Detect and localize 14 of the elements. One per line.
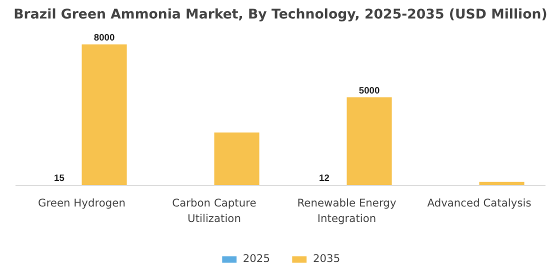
data-label: 15 [54,173,64,184]
data-label: 12 [319,173,330,184]
legend-label: 2035 [313,252,340,265]
x-tick-label: Green Hydrogen [38,196,126,210]
x-tick-label: Renewable Energy Integration [297,196,396,225]
x-tick-label: Carbon Capture Utilization [172,196,256,225]
x-tick-label: Advanced Catalysis [427,196,532,210]
bar [82,44,127,186]
data-label: 8000 [94,32,115,42]
chart-title: Brazil Green Ammonia Market, By Technology, 2025-2035 (USD Million) [14,8,548,22]
legend-label: 2025 [242,252,270,265]
data-label: 5000 [358,85,380,96]
bar [214,132,260,186]
bar [346,97,392,186]
